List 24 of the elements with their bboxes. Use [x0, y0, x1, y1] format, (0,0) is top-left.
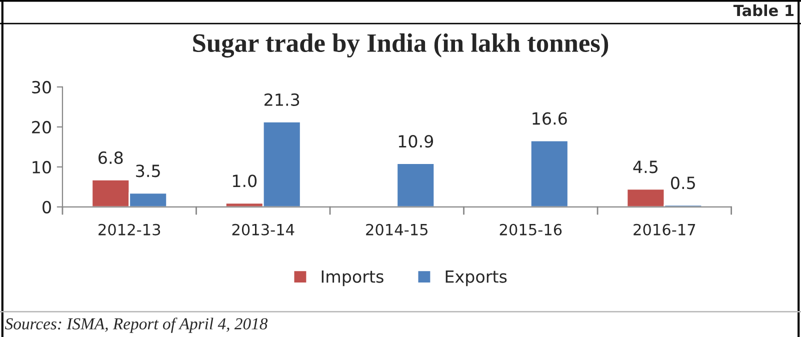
- data-label: 16.6: [532, 112, 567, 125]
- x-tick-label: 2015-16: [500, 224, 562, 236]
- legend-label: Exports: [446, 270, 507, 286]
- source-note: Sources: ISMA, Report of April 4, 2018: [5, 318, 268, 333]
- data-label: 1.0: [232, 174, 257, 188]
- data-label: 4.5: [633, 160, 658, 174]
- x-tick-label: 2012-13: [98, 224, 160, 236]
- x-tick-label: 2013-14: [232, 224, 294, 236]
- data-label: 21.3: [264, 93, 300, 106]
- caption: Table 1: [733, 4, 794, 16]
- y-tick-label: 10: [32, 160, 51, 174]
- data-label: 6.8: [98, 151, 123, 164]
- chart-title: Sugar trade by India (in lakh tonnes): [193, 33, 608, 58]
- y-tick-label: 0: [42, 200, 51, 214]
- x-tick-label: 2016-17: [634, 224, 696, 236]
- y-tick-label: 20: [32, 120, 51, 134]
- legend-label: Imports: [322, 270, 384, 286]
- y-tick-label: 30: [32, 80, 51, 94]
- data-label: 3.5: [136, 164, 160, 178]
- data-label: 10.9: [398, 134, 434, 148]
- bar: [396, 162, 436, 207]
- x-tick-label: 2014-15: [366, 224, 428, 236]
- data-label: 0.5: [671, 176, 695, 190]
- bar: [530, 140, 569, 207]
